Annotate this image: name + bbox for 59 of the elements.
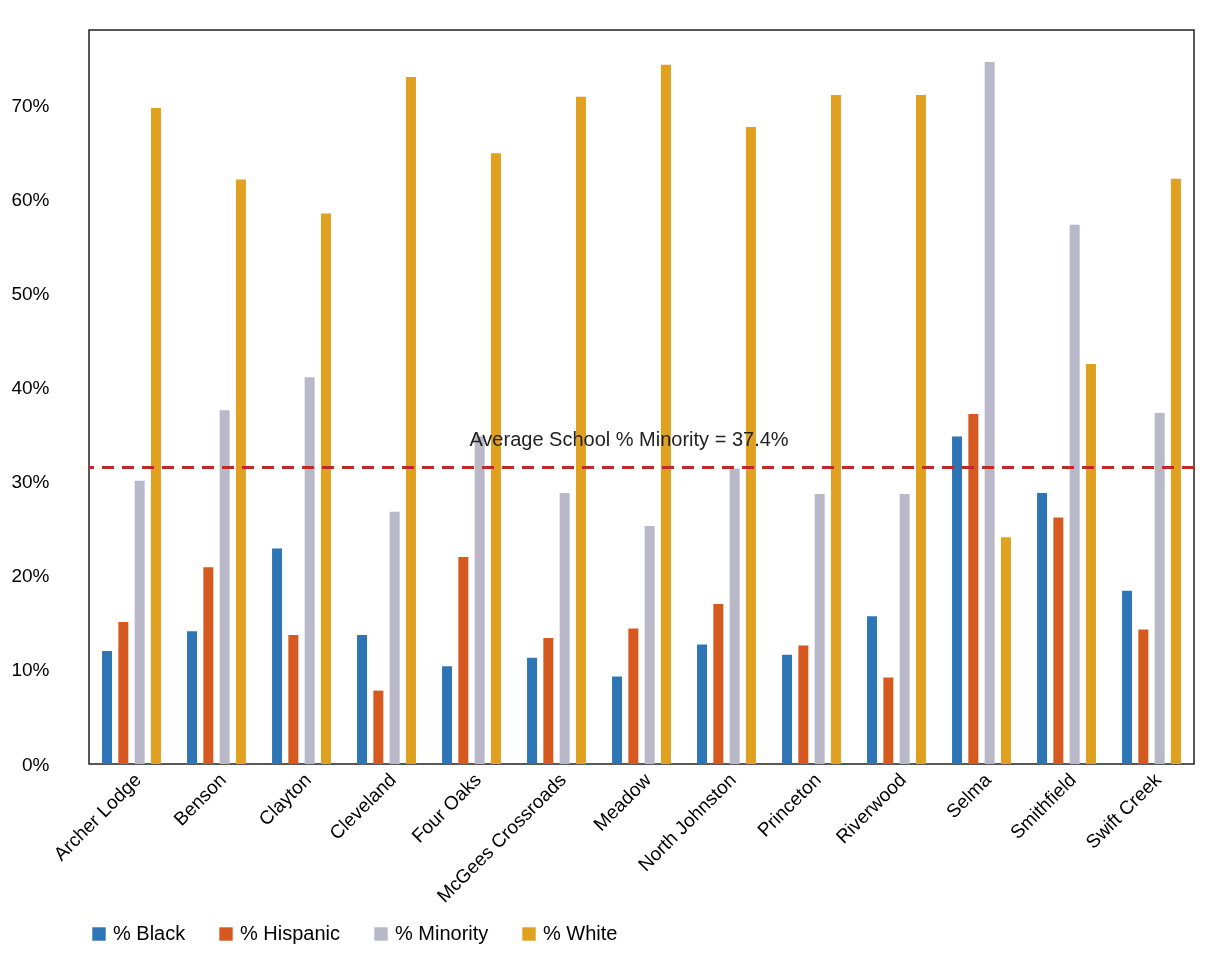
bar (952, 436, 963, 764)
bar (203, 567, 214, 764)
y-tick-label: 60% (11, 188, 50, 210)
bar (527, 657, 538, 764)
bar (612, 676, 623, 764)
bar (713, 604, 724, 764)
bar (782, 654, 793, 764)
bar (1138, 629, 1149, 764)
y-tick-label: 10% (11, 659, 50, 681)
bar (1122, 590, 1133, 764)
legend-label: % White (543, 922, 618, 944)
bar (458, 556, 469, 764)
bar (442, 666, 453, 764)
bar (830, 94, 841, 764)
bar (1000, 537, 1011, 764)
bar (1037, 492, 1048, 764)
legend-label: % Minority (395, 922, 489, 944)
bar (867, 616, 878, 764)
bar (1053, 517, 1064, 764)
legend-label: % Hispanic (240, 922, 341, 944)
bar (288, 635, 299, 764)
bar (915, 94, 926, 764)
bar (644, 525, 655, 764)
y-tick-label: 20% (11, 565, 50, 587)
bar (798, 645, 809, 764)
y-tick-label: 40% (11, 377, 50, 399)
bar (102, 651, 113, 764)
bar (389, 511, 400, 764)
bar (118, 621, 129, 764)
bar (320, 213, 331, 764)
bar (1154, 413, 1165, 764)
bar (272, 548, 283, 764)
bar (219, 410, 230, 764)
y-tick-label: 0% (22, 753, 50, 775)
bar (968, 413, 979, 764)
bar (150, 108, 161, 764)
bar (304, 377, 315, 764)
bar (628, 628, 639, 764)
bar (1069, 224, 1080, 764)
bar (134, 480, 145, 764)
bar (883, 677, 894, 764)
y-tick-label: 70% (11, 94, 50, 116)
bar (235, 179, 246, 764)
bar (984, 61, 995, 764)
bar (1085, 364, 1096, 764)
bar (899, 493, 910, 764)
y-tick-label: 30% (11, 471, 50, 493)
bar (373, 690, 384, 764)
bar (1170, 178, 1181, 764)
bar (357, 635, 368, 764)
bar (814, 493, 825, 764)
bar (543, 637, 554, 764)
bar (729, 468, 740, 764)
bar (697, 644, 708, 764)
bar (559, 492, 570, 764)
bar (187, 631, 198, 764)
y-tick-label: 50% (11, 282, 50, 304)
bar (405, 77, 416, 764)
legend-label: % Black (113, 922, 187, 944)
